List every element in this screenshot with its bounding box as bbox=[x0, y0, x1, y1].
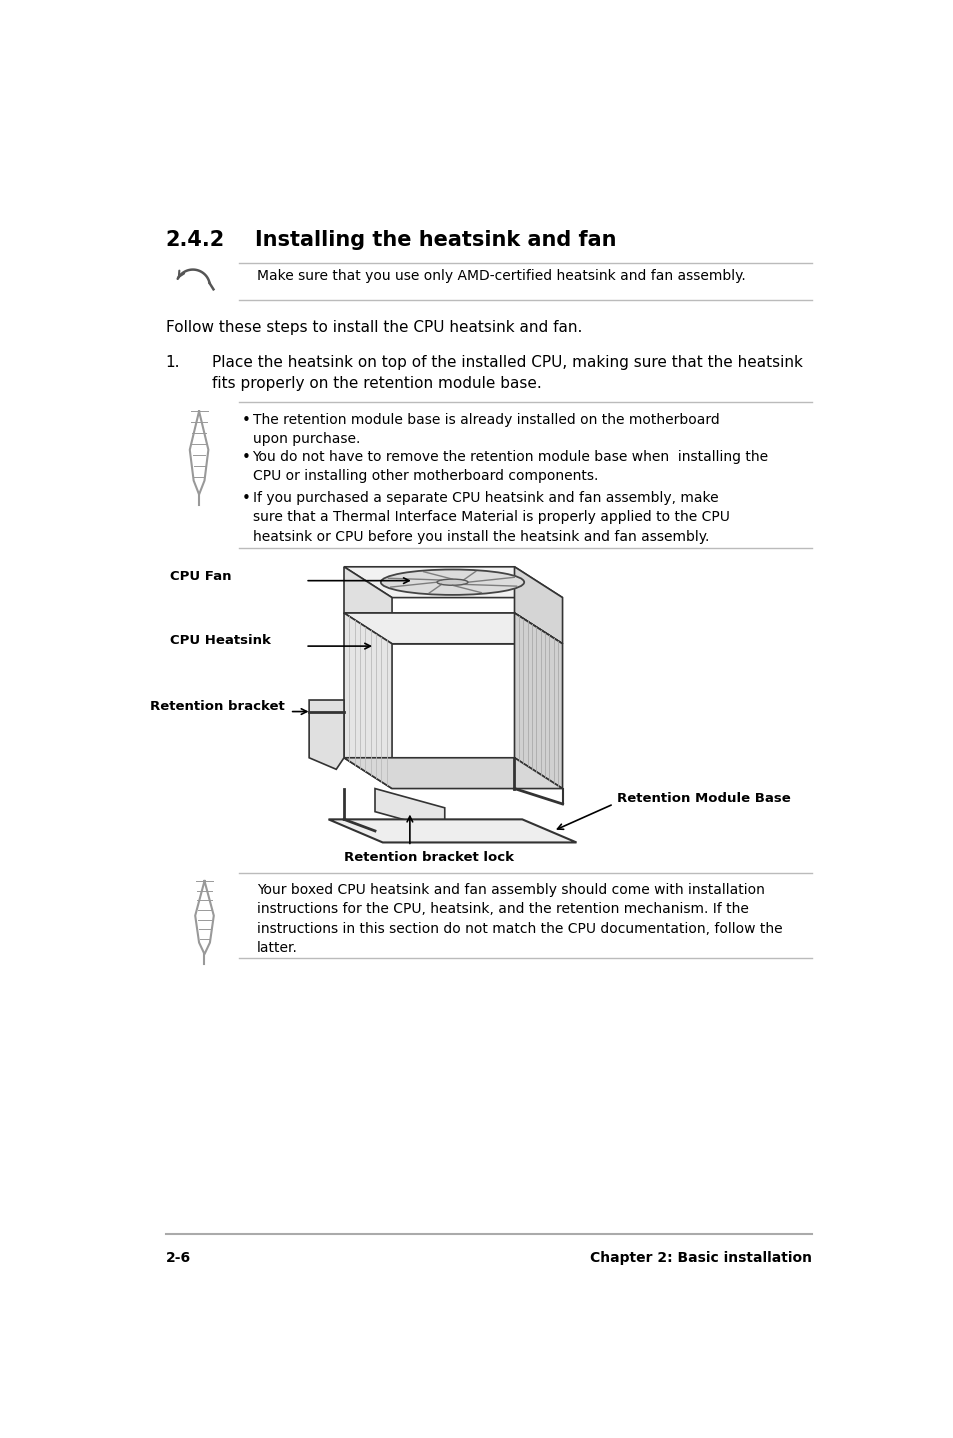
Polygon shape bbox=[344, 613, 562, 644]
Ellipse shape bbox=[436, 580, 468, 585]
Polygon shape bbox=[344, 613, 562, 644]
Text: Retention bracket: Retention bracket bbox=[150, 700, 285, 713]
Text: CPU Heatsink: CPU Heatsink bbox=[170, 634, 271, 647]
Text: 2-6: 2-6 bbox=[166, 1251, 191, 1264]
Text: •: • bbox=[241, 413, 251, 427]
Text: Chapter 2: Basic installation: Chapter 2: Basic installation bbox=[590, 1251, 811, 1264]
Text: The retention module base is already installed on the motherboard
upon purchase.: The retention module base is already ins… bbox=[253, 413, 719, 446]
Text: You do not have to remove the retention module base when  installing the
CPU or : You do not have to remove the retention … bbox=[253, 450, 768, 483]
Ellipse shape bbox=[380, 569, 523, 595]
Text: CPU Fan: CPU Fan bbox=[170, 569, 231, 582]
Polygon shape bbox=[514, 567, 562, 644]
Text: •: • bbox=[241, 490, 251, 506]
Text: Installing the heatsink and fan: Installing the heatsink and fan bbox=[254, 230, 616, 250]
Text: •: • bbox=[241, 450, 251, 464]
Polygon shape bbox=[309, 700, 344, 769]
Text: Your boxed CPU heatsink and fan assembly should come with installation
instructi: Your boxed CPU heatsink and fan assembly… bbox=[257, 883, 782, 955]
Text: Make sure that you use only AMD-certified heatsink and fan assembly.: Make sure that you use only AMD-certifie… bbox=[257, 269, 745, 283]
Text: Retention bracket lock: Retention bracket lock bbox=[344, 851, 514, 864]
Polygon shape bbox=[344, 567, 562, 598]
Polygon shape bbox=[375, 788, 444, 831]
Polygon shape bbox=[514, 613, 562, 788]
Text: Follow these steps to install the CPU heatsink and fan.: Follow these steps to install the CPU he… bbox=[166, 321, 581, 335]
Text: 2.4.2: 2.4.2 bbox=[166, 230, 225, 250]
Polygon shape bbox=[344, 613, 392, 788]
Polygon shape bbox=[344, 758, 562, 788]
Text: Place the heatsink on top of the installed CPU, making sure that the heatsink
fi: Place the heatsink on top of the install… bbox=[212, 355, 802, 391]
Polygon shape bbox=[328, 820, 576, 843]
Text: Retention Module Base: Retention Module Base bbox=[617, 792, 790, 805]
Text: 1.: 1. bbox=[166, 355, 180, 370]
Text: If you purchased a separate CPU heatsink and fan assembly, make
sure that a Ther: If you purchased a separate CPU heatsink… bbox=[253, 490, 729, 544]
Polygon shape bbox=[344, 567, 392, 644]
